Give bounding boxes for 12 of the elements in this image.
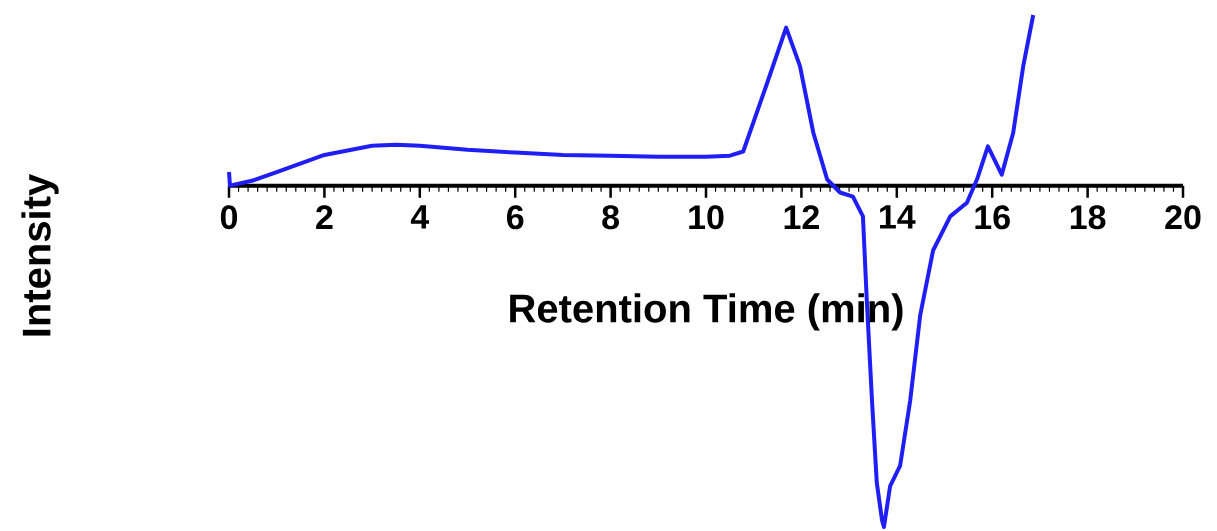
x-tick-label: 4 xyxy=(410,205,430,229)
x-tick-label: 14 xyxy=(880,205,916,229)
x-tick-label: 6 xyxy=(506,205,524,230)
y-axis-title: Intensity xyxy=(21,173,59,336)
x-tick-label: 10 xyxy=(689,205,724,230)
x-tick-label: 18 xyxy=(1070,205,1106,230)
x-tick-label: 0 xyxy=(220,205,238,230)
x-tick-label: 12 xyxy=(784,205,819,229)
x-tick-label: 2 xyxy=(316,205,333,229)
x-tick-label: 20 xyxy=(1165,205,1201,230)
x-tick-label: 8 xyxy=(602,205,620,230)
x-tick-label: 16 xyxy=(975,205,1010,230)
